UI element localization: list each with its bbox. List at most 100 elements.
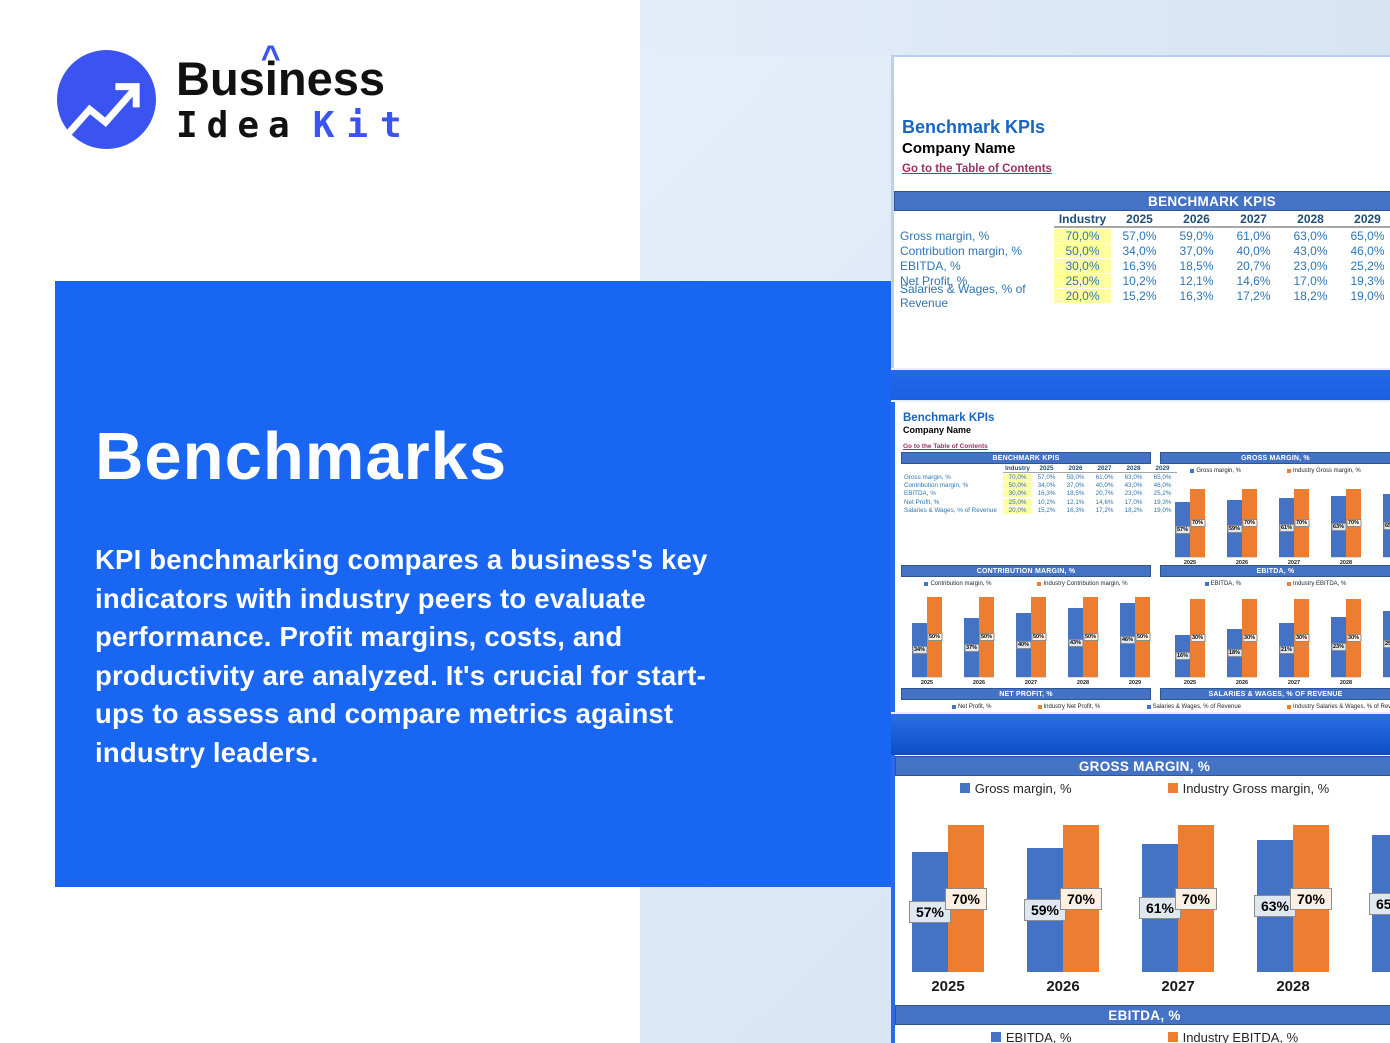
cell-value: 12,1% bbox=[1066, 498, 1085, 506]
cell-value: 15,2% bbox=[1122, 288, 1157, 303]
bar-group: 21% 30% 2027 bbox=[1278, 592, 1310, 687]
cell-value: 10,2% bbox=[1037, 498, 1056, 506]
cell-value: 65,0% bbox=[1350, 228, 1385, 243]
bar-value-label: 18% bbox=[1226, 649, 1243, 657]
legend-swatch bbox=[959, 783, 970, 793]
chart-legend: Gross margin, % Industry Gross margin, % bbox=[1160, 466, 1390, 475]
industry-bar: 70% bbox=[1293, 489, 1310, 557]
bar-value-label: 40% bbox=[1015, 641, 1032, 649]
row-label: Salaries & Wages, % of Revenue bbox=[904, 507, 997, 515]
table-row: EBITDA, % 30,0% 16,3% 18,5% 20,7% 23,0% 25,2% bbox=[894, 258, 1390, 273]
toc-link[interactable]: Go to the Table of Contents bbox=[902, 163, 1052, 175]
chart-legend: EBITDA, % Industry EBITDA, % bbox=[1160, 579, 1390, 588]
bar-pair: 61% 70% bbox=[1138, 822, 1218, 972]
x-axis-label: 2026 bbox=[1235, 680, 1249, 686]
bar-value-label: 50% bbox=[1134, 633, 1151, 641]
cell-value: 16,3% bbox=[1122, 258, 1157, 273]
company-bar: 59% bbox=[1226, 500, 1243, 557]
cell-value: 37,0% bbox=[1066, 482, 1085, 490]
bar-group: 43% 50% 2028 bbox=[1067, 592, 1099, 687]
toc-link[interactable]: Go to the Table of Contents bbox=[903, 443, 988, 450]
chart-plot: 16% 30% 2025 18% 30% 2026 21% 30% 2027 23% 30% 2028… bbox=[1160, 592, 1390, 687]
legend-swatch bbox=[990, 1032, 1001, 1042]
x-axis-label: 2026 bbox=[1235, 560, 1249, 566]
bar-pair: 16% 30% bbox=[1174, 592, 1206, 678]
mini-net-profit-chart: NET PROFIT, % Net Profit, % Industry Net … bbox=[901, 688, 1151, 711]
cell-value: 18,2% bbox=[1124, 507, 1143, 515]
sheet-title: Benchmark KPIs bbox=[903, 412, 995, 424]
bar-value-label: 30% bbox=[1293, 634, 1310, 642]
chart-legend: Contribution margin, % Industry Contribut… bbox=[901, 579, 1151, 588]
industry-value: 25,0% bbox=[1003, 498, 1032, 506]
legend-item: EBITDA, % bbox=[1204, 580, 1241, 587]
cell-value: 17,2% bbox=[1095, 507, 1114, 515]
column-header: 2029 bbox=[1148, 465, 1177, 473]
bar-value-label: 34% bbox=[911, 646, 928, 654]
cell-value: 18,5% bbox=[1179, 258, 1214, 273]
bar-value-label: 70% bbox=[1059, 887, 1103, 910]
x-axis-label: 2029 bbox=[1128, 680, 1142, 686]
bar-value-label: 63% bbox=[1330, 522, 1347, 531]
bar-value-label: 30% bbox=[1345, 634, 1362, 642]
cell-value: 57,0% bbox=[1122, 228, 1157, 243]
bar-pair: 37% 50% bbox=[963, 592, 995, 678]
bar-value-label: 30% bbox=[1189, 634, 1206, 642]
chart-title-bar: GROSS MARGIN, % bbox=[895, 756, 1390, 776]
company-bar: 21% bbox=[1278, 623, 1295, 677]
chart-title-bar: GROSS MARGIN, % bbox=[1160, 452, 1390, 464]
table-header-row: Industry 2025 2026 2027 2028 2029 bbox=[901, 464, 1177, 473]
company-bar: 34% bbox=[911, 623, 928, 677]
industry-value: 70,0% bbox=[1054, 228, 1111, 243]
industry-value: 25,0% bbox=[1054, 273, 1111, 288]
legend-label: Industry Gross margin, % bbox=[1182, 780, 1330, 796]
table-row: Contribution margin, % 50,0% 34,0% 37,0% 40,… bbox=[901, 481, 1177, 490]
legend-label: EBITDA, % bbox=[1210, 580, 1241, 587]
legend-item: Salaries & Wages, % of Revenue bbox=[1146, 704, 1241, 710]
x-axis-label: 2027 bbox=[1287, 680, 1301, 686]
bar-value-label: 50% bbox=[926, 633, 943, 641]
cell-value: 18,5% bbox=[1066, 490, 1085, 498]
bar-group: 57% 70% 2025 bbox=[908, 822, 988, 998]
legend-label: Net Profit, % bbox=[957, 703, 992, 710]
chart-plot: 57% 70% 2025 59% 70% 2026 61% 70% 2027 63% 70% 2028… bbox=[895, 822, 1390, 998]
cell-value: 43,0% bbox=[1293, 243, 1328, 258]
company-bar: 40% bbox=[1015, 613, 1032, 677]
industry-bar: 30% bbox=[1345, 599, 1362, 677]
chart-legend: Net Profit, % Industry Net Profit, % bbox=[901, 702, 1151, 711]
bar-group: 59% 70% 2026 bbox=[1226, 479, 1258, 567]
cell-value: 63,0% bbox=[1293, 228, 1328, 243]
cell-value: 16,3% bbox=[1066, 507, 1085, 515]
cell-value: 43,0% bbox=[1124, 482, 1143, 490]
cell-value: 16,3% bbox=[1179, 288, 1214, 303]
column-header: 2028 bbox=[1282, 212, 1339, 228]
cell-value: 18,2% bbox=[1293, 288, 1328, 303]
bar-group: 18% 30% 2026 bbox=[1226, 592, 1258, 687]
bar-group: 23% 30% 2028 bbox=[1330, 592, 1362, 687]
legend-label: Industry Gross margin, % bbox=[1293, 467, 1361, 474]
bar-value-label: 50% bbox=[1082, 633, 1099, 641]
table-title-bar: BENCHMARK KPIS bbox=[901, 452, 1151, 464]
industry-bar: 70% bbox=[1345, 489, 1362, 557]
bar-value-label: 65% bbox=[1368, 892, 1390, 915]
company-bar: 18% bbox=[1226, 629, 1243, 677]
dashboard-card: Benchmark KPIs Company Name Go to the Ta… bbox=[891, 402, 1390, 712]
bar-group: 61% 70% 2027 bbox=[1138, 822, 1218, 998]
company-bar: 61% bbox=[1278, 498, 1295, 557]
bar-value-label: 70% bbox=[944, 887, 988, 910]
bar-value-label: 43% bbox=[1067, 638, 1084, 647]
legend-swatch bbox=[1146, 704, 1151, 709]
industry-bar: 30% bbox=[1293, 599, 1310, 677]
brand-text: Bus bbox=[176, 51, 265, 105]
chart-plot: 57% 70% 2025 59% 70% 2026 61% 70% 2027 63% 70% 2028… bbox=[1160, 479, 1390, 567]
table-row: Salaries & Wages, % of Revenue 20,0% 15,2%… bbox=[894, 282, 1390, 310]
row-label: Contribution margin, % bbox=[900, 243, 1023, 258]
cell-value: 19,0% bbox=[1350, 288, 1385, 303]
x-axis-label: 2027 bbox=[1161, 978, 1195, 995]
bar-pair: 21% 30% bbox=[1278, 592, 1310, 678]
legend-label: Industry Net Profit, % bbox=[1043, 703, 1101, 710]
bar-value-label: 50% bbox=[978, 633, 995, 641]
sheet-title: Benchmark KPIs bbox=[902, 117, 1046, 137]
cell-value: 57,0% bbox=[1037, 473, 1056, 481]
company-name: Company Name bbox=[903, 425, 972, 435]
company-bar: 59% bbox=[1023, 848, 1067, 972]
